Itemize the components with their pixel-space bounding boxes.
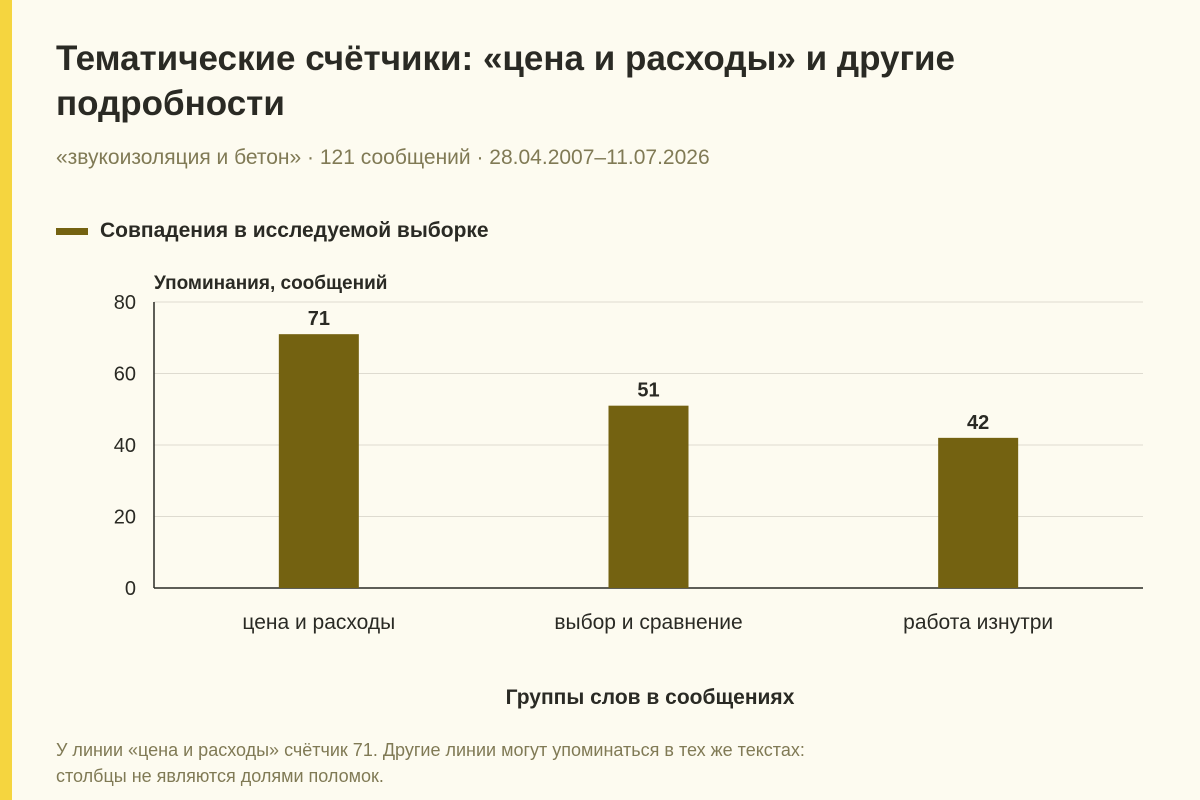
x-tick-label: выбор и сравнение [554,611,742,634]
y-tick-label: 20 [114,507,136,529]
x-tick-label: цена и расходы [242,611,395,634]
accent-bar [0,0,12,800]
footnote-line-2: столбцы не являются долями поломок. [56,766,384,786]
x-tick-label: работа изнутри [903,611,1053,634]
bar [938,437,1019,588]
bar-data-label: 42 [967,412,989,434]
x-axis-label: Группы слов в сообщениях [505,686,795,709]
legend-swatch [56,227,88,235]
y-axis-label: Упоминания, сообщений [154,273,388,294]
y-tick-label: 0 [125,578,136,600]
bar [608,405,689,588]
y-tick-label: 40 [114,435,136,457]
bar [278,334,359,588]
y-tick-label: 80 [114,292,136,314]
bar-data-label: 51 [637,380,659,402]
bar-data-label: 71 [308,308,330,330]
legend-label: Совпадения в исследуемой выборке [100,219,489,242]
chart-subtitle: «звукоизоляция и бетон» · 121 сообщений … [56,146,710,169]
legend: Совпадения в исследуемой выборке [56,219,489,243]
chart-title: Тематические счётчики: «цена и расходы» … [56,39,956,123]
y-tick-label: 60 [114,364,136,386]
footnote-line-1: У линии «цена и расходы» счётчик 71. Дру… [56,740,805,760]
footnote: У линии «цена и расходы» счётчик 71. Дру… [56,737,1056,789]
